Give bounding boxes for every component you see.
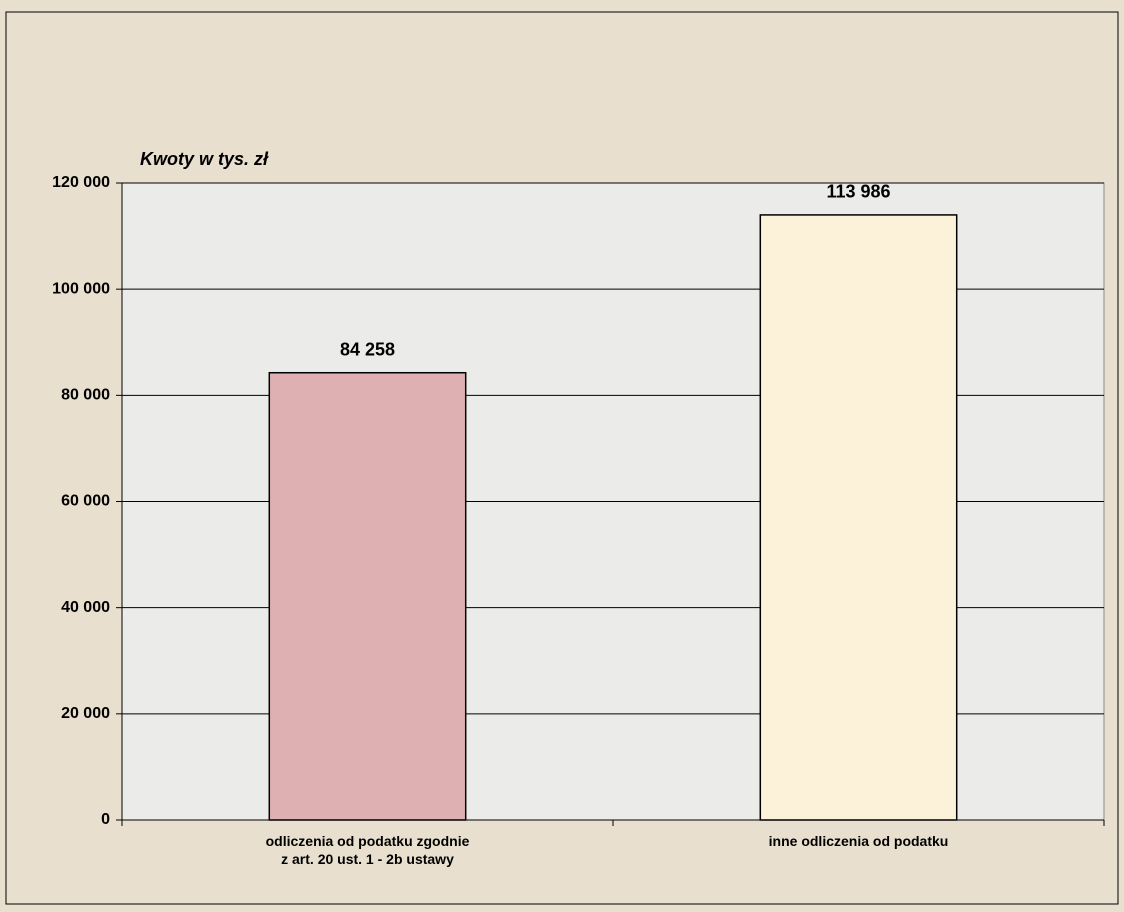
data-label: 113 986 <box>826 182 890 202</box>
bar <box>759 214 958 821</box>
bar <box>268 371 467 821</box>
y-axis-label: Kwoty w tys. zł <box>140 149 269 169</box>
y-tick-label: 100 000 <box>52 280 110 297</box>
y-tick-label: 80 000 <box>61 387 110 404</box>
data-label: 84 258 <box>340 339 395 359</box>
y-tick-label: 120 000 <box>52 174 110 191</box>
x-tick-label: inne odliczenia od podatku <box>769 833 949 849</box>
y-tick-label: 0 <box>101 811 110 828</box>
y-tick-label: 20 000 <box>61 705 110 722</box>
y-tick-label: 60 000 <box>61 493 110 510</box>
x-tick-label: odliczenia od podatku zgodnie z art. 20 u… <box>266 833 470 867</box>
y-tick-label: 40 000 <box>61 599 110 616</box>
